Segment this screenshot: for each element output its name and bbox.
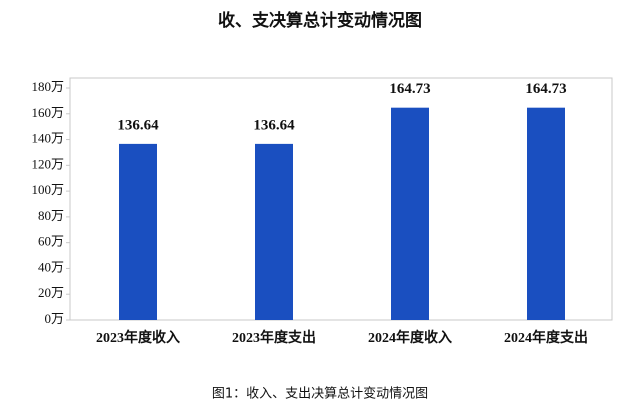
x-tick-label: 2023年度支出 (232, 329, 316, 346)
x-tick-label: 2024年度支出 (504, 329, 588, 346)
y-tick-label: 20万 (38, 285, 64, 300)
y-tick-label: 140万 (31, 131, 64, 146)
y-tick-label: 0万 (44, 311, 64, 326)
y-tick-label: 40万 (38, 259, 64, 274)
value-label: 164.73 (389, 81, 430, 97)
bar (527, 107, 565, 320)
y-tick-label: 180万 (31, 79, 64, 94)
value-label: 136.64 (117, 117, 159, 133)
x-tick-label: 2023年度收入 (96, 329, 180, 346)
y-tick-label: 100万 (31, 182, 64, 197)
bar (391, 107, 429, 320)
y-tick-label: 80万 (38, 208, 64, 223)
value-label: 136.64 (253, 117, 295, 133)
x-tick-label: 2024年度收入 (368, 329, 452, 346)
chart-title: 收、支决算总计变动情况图 (218, 10, 422, 30)
y-tick-label: 60万 (38, 234, 64, 249)
figure-caption: 图1：收入、支出决算总计变动情况图 (212, 386, 428, 402)
y-tick-label: 120万 (31, 156, 64, 171)
plot-frame (69, 77, 613, 321)
bar (255, 143, 293, 320)
bar (119, 143, 157, 320)
value-label: 164.73 (525, 81, 566, 97)
y-tick-label: 160万 (31, 105, 64, 120)
